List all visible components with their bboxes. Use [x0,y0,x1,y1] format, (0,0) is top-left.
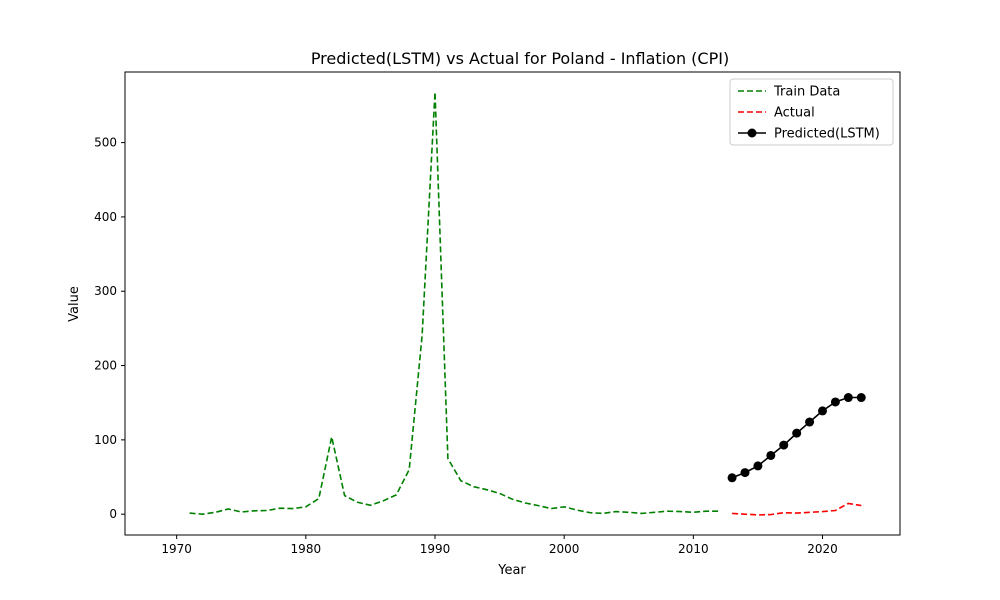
y-tick-label: 500 [94,136,117,150]
predicted-lstm-point [792,428,802,438]
y-tick-label: 100 [94,433,117,447]
plot-frame [124,71,901,536]
train-data-line [189,92,720,516]
x-axis: 1970 1980 1990 2000 2010 2020 [161,535,838,556]
y-tick-label: 400 [94,210,117,224]
predicted-lstm-point [727,473,737,483]
predicted-lstm-point [818,406,827,416]
x-tick-label: 1980 [291,542,322,556]
x-tick-label: 2000 [549,542,580,556]
series-layer [189,92,866,516]
x-axis-label: Year [497,563,526,578]
x-tick-label: 2010 [678,542,709,556]
legend-label-actual: Actual [774,106,815,121]
y-tick-label: 300 [94,284,117,298]
predicted-lstm-point [856,393,866,403]
y-tick-label: 0 [109,507,117,521]
chart-title: Predicted(LSTM) vs Actual for Poland - I… [311,49,729,68]
predicted-lstm-point [843,393,853,403]
y-axis: 0 100 200 300 400 500 [94,136,125,521]
predicted-lstm-point [805,417,815,427]
legend-label-train-data: Train Data [773,85,840,100]
x-tick-label: 1990 [420,542,451,556]
predicted-lstm-point [753,461,763,471]
predicted-lstm-point [830,397,840,407]
predicted-lstm-point [766,450,776,460]
y-axis-label: Value [67,286,82,322]
legend-label-predicted-lstm: Predicted(LSTM) [774,127,880,142]
predicted-lstm-point [779,440,789,450]
legend-marker-predicted-lstm [747,128,757,138]
x-tick-label: 2020 [807,542,838,556]
legend-box [729,78,894,146]
legend: Train Data Actual Predicted(LSTM) [729,78,894,146]
y-tick-label: 200 [94,359,117,373]
actual-line [732,502,862,516]
x-tick-label: 1970 [161,542,192,556]
predicted-lstm-point [740,468,750,478]
